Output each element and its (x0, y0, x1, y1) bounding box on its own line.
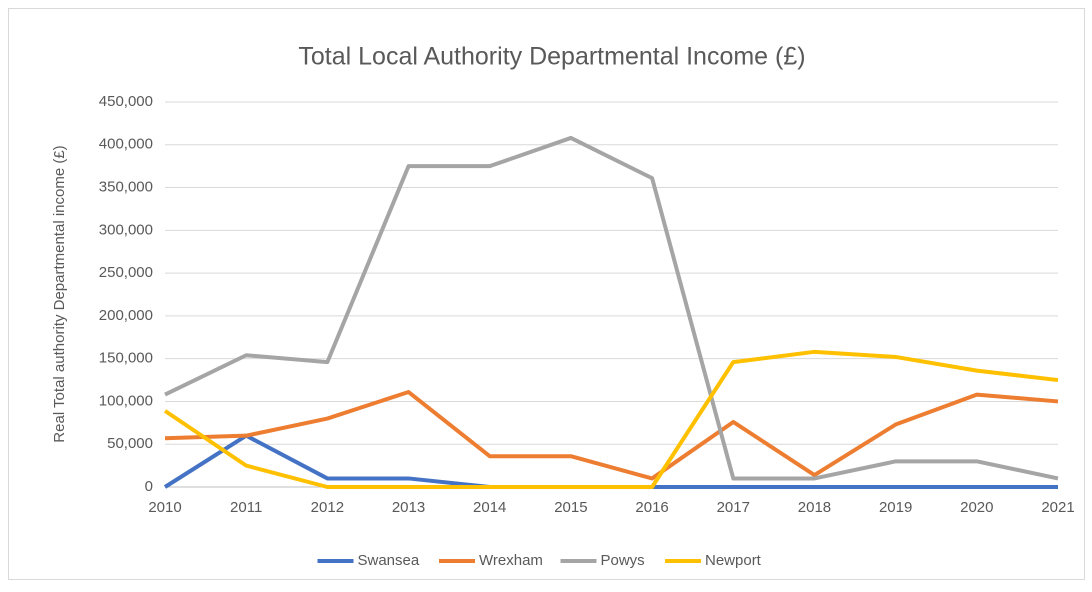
y-tick-label: 350,000 (99, 179, 153, 196)
y-tick-label: 100,000 (99, 392, 153, 409)
chart-title: Total Local Authority Departmental Incom… (298, 43, 805, 71)
legend-label: Newport (705, 552, 762, 569)
x-tick-label: 2016 (635, 499, 668, 516)
x-tick-label: 2014 (473, 499, 506, 516)
x-tick-label: 2020 (960, 499, 993, 516)
x-tick-label: 2015 (554, 499, 587, 516)
x-tick-label: 2010 (148, 499, 181, 516)
legend-label: Powys (601, 552, 645, 569)
y-tick-label: 300,000 (99, 221, 153, 238)
series-line (163, 349, 1059, 489)
y-tick-label: 400,000 (99, 136, 153, 153)
x-tick-label: 2017 (717, 499, 750, 516)
x-tick-label: 2018 (798, 499, 831, 516)
chart-border (8, 8, 1085, 580)
legend-label: Wrexham (479, 552, 543, 569)
y-tick-label: 0 (145, 478, 153, 495)
series-line (164, 390, 1059, 481)
x-tick-label: 2021 (1041, 499, 1074, 516)
y-axis-label: Real Total authority Departmental income… (51, 145, 68, 442)
legend-label: Swansea (358, 552, 420, 569)
y-tick-label: 250,000 (99, 264, 153, 281)
series-line (164, 135, 1059, 481)
y-tick-label: 150,000 (99, 350, 153, 367)
y-tick-label: 450,000 (99, 93, 153, 110)
x-tick-label: 2012 (311, 499, 344, 516)
y-tick-label: 200,000 (99, 307, 153, 324)
y-tick-label: 50,000 (107, 435, 153, 452)
x-tick-label: 2019 (879, 499, 912, 516)
x-tick-label: 2013 (392, 499, 425, 516)
x-tick-label: 2011 (230, 499, 262, 516)
